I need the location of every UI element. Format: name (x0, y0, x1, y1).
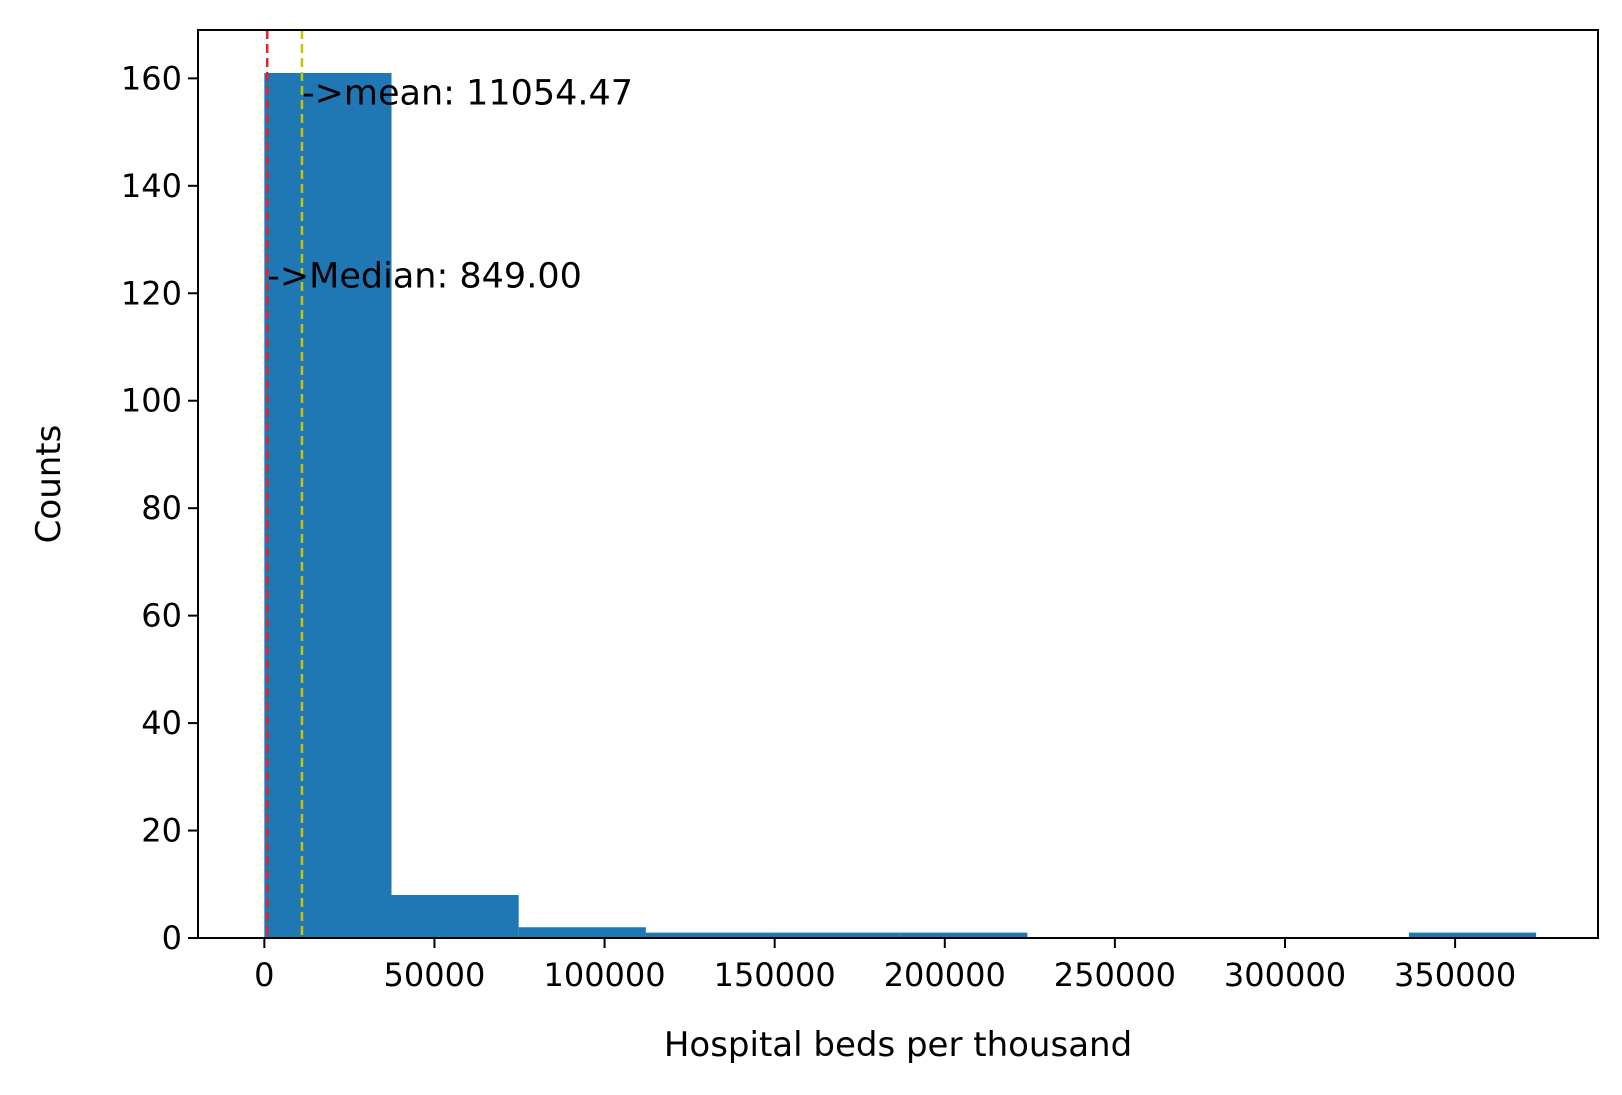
y-tick-label: 20 (141, 812, 182, 850)
x-tick-label: 0 (254, 956, 274, 994)
histogram-bar (518, 927, 646, 938)
x-tick-label: 200000 (884, 956, 1006, 994)
y-tick-label: 40 (141, 704, 182, 742)
histogram-bar (264, 72, 392, 939)
x-tick-label: 150000 (714, 956, 836, 994)
y-axis-label: Counts (29, 425, 69, 544)
histogram-bar (773, 932, 901, 938)
reference-lines (265, 30, 304, 938)
histogram-bars (264, 72, 1537, 939)
plot-frame (197, 29, 1599, 939)
y-tick-label: 140 (121, 167, 182, 205)
histogram-bar (1408, 932, 1537, 938)
x-tick-label: 100000 (543, 956, 665, 994)
histogram-bar (900, 932, 1028, 938)
median-annotation: ->Median: 849.00 (267, 256, 582, 296)
y-tick-label: 120 (121, 274, 182, 312)
annotations: ->Median: 849.00 ->mean: 11054.47 (267, 74, 633, 297)
y-tick-label: 60 (141, 597, 182, 635)
y-tick-label: 80 (141, 489, 182, 527)
y-tick-label: 0 (162, 919, 182, 957)
x-tick-label: 300000 (1224, 956, 1346, 994)
x-tick-label: 250000 (1054, 956, 1176, 994)
x-tick-label: 50000 (384, 956, 486, 994)
x-axis-ticks: 0 50000 100000 150000 200000 250000 300000 3500… (254, 938, 1516, 994)
y-tick-label: 160 (121, 59, 182, 97)
histogram-bar (391, 895, 519, 938)
y-tick-label: 100 (121, 382, 182, 420)
x-axis-label: Hospital beds per thousand (664, 1025, 1132, 1065)
histogram-bar (645, 932, 774, 938)
x-tick-label: 350000 (1394, 956, 1516, 994)
y-axis-ticks: 0 20 40 60 80 100 120 140 160 (121, 59, 198, 957)
mean-annotation: ->mean: 11054.47 (302, 74, 633, 114)
